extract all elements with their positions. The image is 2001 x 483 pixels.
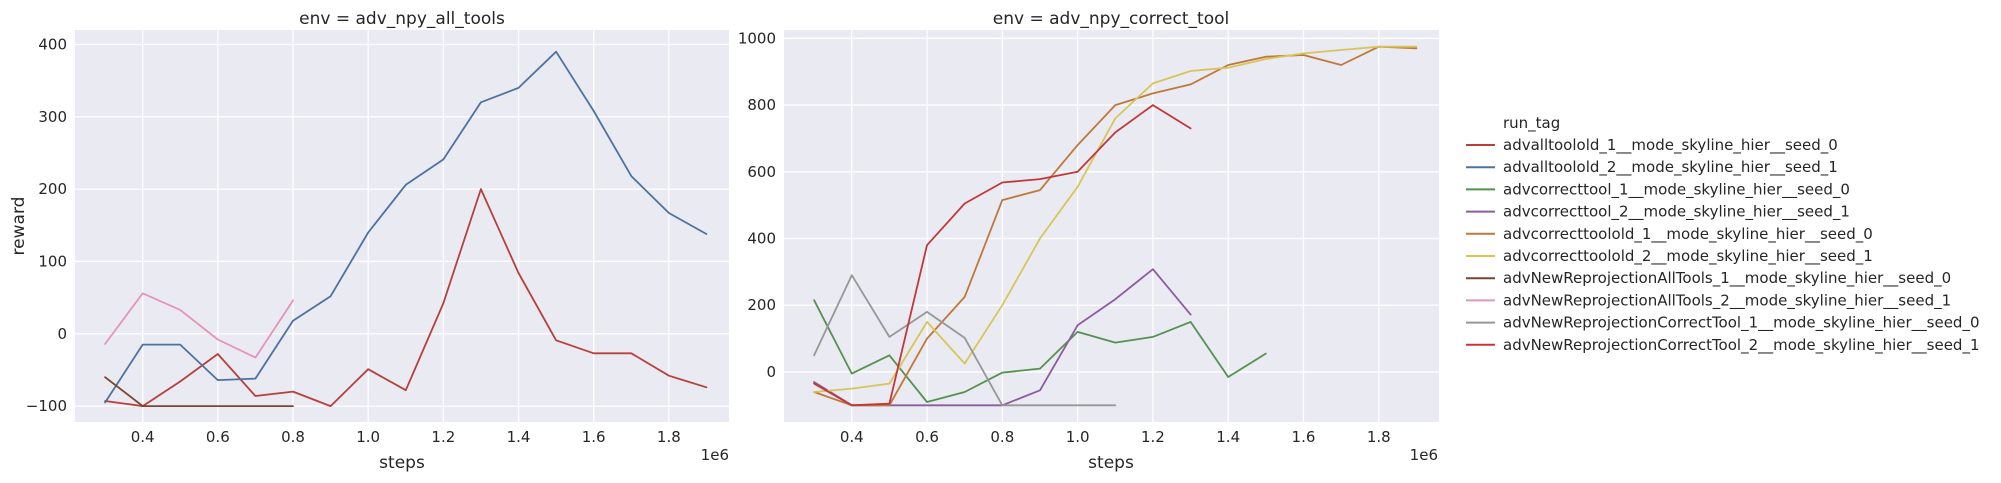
legend-entry-label: advcorrecttool_2__mode_skyline_hier__see…	[1503, 203, 1850, 222]
series-line-correct-tool-advNewReprojectionCorrectTool_1__mode_skyline_hier__seed_0	[813, 274, 1117, 407]
y-tick-label-correct-tool: 1000	[738, 29, 776, 47]
series-line-correct-tool-advNewReprojectionCorrectTool_2__mode_skyline_hier__seed_1	[813, 104, 1192, 407]
legend-entry-label: advcorrecttoolold_2__mode_skyline_hier__…	[1503, 247, 1873, 266]
series-line-all-tools-advNewReprojectionAllTools_1__mode_skyline_hier__seed_0	[104, 376, 294, 408]
x-tick-label-correct-tool: 1.8	[1367, 428, 1391, 446]
series-line-correct-tool-advcorrecttoolold_2__mode_skyline_hier__seed_1	[813, 45, 1418, 393]
panel-correct-tool: 0.4 0.6 0.8 1.0 1.2 1.4 1.6 1.8 0 200 400 600 800 10…	[738, 9, 1439, 473]
y-tick-label-all-tools: 0	[57, 325, 67, 343]
x-tick-labels-correct-tool: 0.4 0.6 0.8 1.0 1.2 1.4 1.6 1.8	[840, 428, 1391, 446]
y-tick-label-correct-tool: 600	[747, 163, 776, 181]
y-tick-label-correct-tool: 800	[747, 96, 776, 114]
y-tick-label-correct-tool: 400	[747, 230, 776, 248]
x-tick-labels-all-tools: 0.4 0.6 0.8 1.0 1.2 1.4 1.6 1.8	[131, 428, 681, 446]
panel-all-tools: 0.4 0.6 0.8 1.0 1.2 1.4 1.6 1.8 −100 0 100 200 300 4…	[9, 9, 729, 473]
plot-area-correct-tool	[784, 30, 1439, 422]
series-line-correct-tool-advcorrecttool_1__mode_skyline_hier__seed_0	[813, 299, 1267, 403]
series-line-all-tools-advNewReprojectionAllTools_2__mode_skyline_hier__seed_1	[104, 292, 294, 359]
y-tick-label-all-tools: −100	[26, 397, 67, 415]
x-tick-label-correct-tool: 1.0	[1066, 428, 1090, 446]
x-tick-label-correct-tool: 0.4	[840, 428, 864, 446]
panel-title-correct-tool: env = adv_npy_correct_tool	[993, 9, 1229, 29]
plot-area-all-tools	[75, 30, 729, 422]
series-correct-tool	[813, 45, 1418, 407]
series-line-correct-tool-advcorrecttoolold_1__mode_skyline_hier__seed_0	[813, 45, 1418, 407]
legend-entry-label: advalltoolold_1__mode_skyline_hier__seed…	[1503, 136, 1838, 155]
x-tick-label-correct-tool: 1.2	[1141, 428, 1165, 446]
x-axis-label-all-tools: steps	[379, 453, 425, 473]
x-tick-label-all-tools: 0.6	[206, 428, 230, 446]
legend: run_tag advalltoolold_1__mode_skyline_hi…	[1466, 114, 1979, 355]
legend-entry-label: advcorrecttool_1__mode_skyline_hier__see…	[1503, 180, 1850, 199]
y-tick-label-all-tools: 300	[38, 108, 67, 126]
legend-entry-label: advNewReprojectionAllTools_1__mode_skyli…	[1503, 269, 1951, 288]
y-tick-label-correct-tool: 0	[766, 363, 776, 381]
series-line-all-tools-advalltoolold_1__mode_skyline_hier__seed_0	[104, 188, 708, 408]
x-tick-label-all-tools: 1.0	[356, 428, 380, 446]
y-tick-label-all-tools: 200	[38, 180, 67, 198]
x-tick-label-correct-tool: 0.6	[915, 428, 939, 446]
y-tick-labels-correct-tool: 0 200 400 600 800 1000	[738, 29, 776, 381]
x-tick-label-all-tools: 1.8	[657, 428, 681, 446]
legend-entries: advalltoolold_1__mode_skyline_hier__seed…	[1466, 136, 1979, 355]
x-offset-label-all-tools: 1e6	[701, 446, 729, 464]
x-tick-label-all-tools: 1.4	[507, 428, 531, 446]
y-tick-label-all-tools: 100	[38, 252, 67, 270]
y-tick-label-correct-tool: 200	[747, 296, 776, 314]
x-tick-label-all-tools: 0.4	[131, 428, 155, 446]
x-tick-label-all-tools: 0.8	[281, 428, 305, 446]
gridlines-correct-tool	[784, 30, 1439, 422]
series-line-all-tools-advalltoolold_2__mode_skyline_hier__seed_1	[104, 50, 708, 404]
legend-entry-label: advNewReprojectionCorrectTool_2__mode_sk…	[1503, 336, 1979, 355]
legend-entry-label: advcorrecttoolold_1__mode_skyline_hier__…	[1503, 225, 1873, 244]
legend-entry-label: advNewReprojectionCorrectTool_1__mode_sk…	[1503, 314, 1979, 333]
x-tick-label-correct-tool: 1.4	[1216, 428, 1240, 446]
x-tick-label-correct-tool: 0.8	[990, 428, 1014, 446]
legend-entry-label: advalltoolold_2__mode_skyline_hier__seed…	[1503, 158, 1838, 177]
x-axis-label-correct-tool: steps	[1088, 453, 1134, 473]
x-tick-label-all-tools: 1.2	[431, 428, 455, 446]
x-tick-label-correct-tool: 1.6	[1292, 428, 1316, 446]
y-tick-label-all-tools: 400	[38, 35, 67, 53]
legend-title: run_tag	[1503, 114, 1560, 133]
panel-title-all-tools: env = adv_npy_all_tools	[299, 9, 505, 29]
x-offset-label-correct-tool: 1e6	[1410, 446, 1438, 464]
y-axis-label-all-tools: reward	[9, 197, 29, 256]
y-tick-labels-all-tools: −100 0 100 200 300 400	[26, 35, 67, 415]
x-tick-label-all-tools: 1.6	[582, 428, 606, 446]
legend-entry-label: advNewReprojectionAllTools_2__mode_skyli…	[1503, 291, 1951, 310]
series-all-tools	[104, 50, 708, 408]
